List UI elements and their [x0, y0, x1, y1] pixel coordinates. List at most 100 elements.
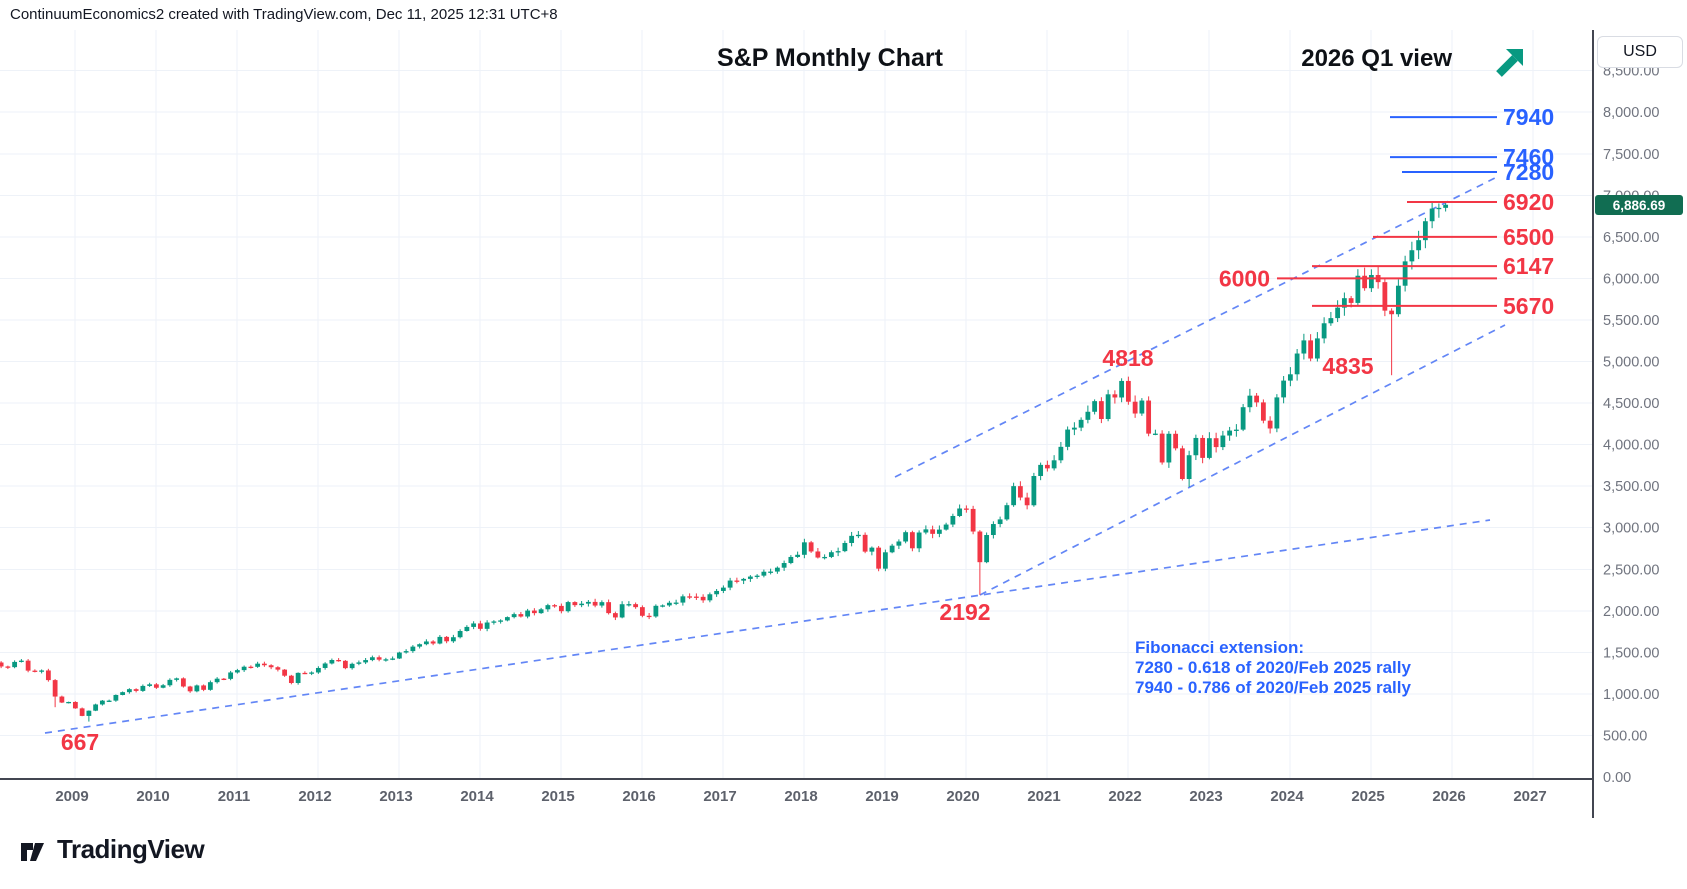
price-tick-0[interactable]: 0.00 — [1603, 770, 1631, 786]
year-tick-2017[interactable]: 2017 — [703, 788, 736, 805]
currency-usd-button[interactable]: USD — [1597, 36, 1683, 68]
candle-body — [828, 552, 834, 557]
candle-body — [410, 646, 416, 652]
price-tick-5000[interactable]: 5,000.00 — [1603, 355, 1659, 371]
year-tick-2021[interactable]: 2021 — [1027, 788, 1060, 805]
level-label-6500[interactable]: 6500 — [1503, 224, 1554, 250]
candle-body — [1395, 285, 1401, 315]
candle-body — [39, 670, 45, 672]
candle-body — [1193, 437, 1199, 456]
year-tick-2015[interactable]: 2015 — [541, 788, 574, 805]
candle-body — [950, 515, 956, 525]
level-label-6000[interactable]: 6000 — [1219, 265, 1270, 291]
candle-body — [1294, 353, 1300, 375]
year-tick-2026[interactable]: 2026 — [1432, 788, 1465, 805]
price-tick-500[interactable]: 500.00 — [1603, 728, 1647, 744]
candle-body — [511, 614, 517, 618]
year-tick-2016[interactable]: 2016 — [622, 788, 655, 805]
year-tick-2011[interactable]: 2011 — [218, 788, 251, 805]
level-label-6147[interactable]: 6147 — [1503, 253, 1554, 279]
candle-body — [680, 596, 686, 603]
year-tick-2020[interactable]: 2020 — [946, 788, 979, 805]
candle-body — [761, 571, 767, 576]
year-tick-2013[interactable]: 2013 — [379, 788, 412, 805]
swing-label-4835[interactable]: 4835 — [1322, 353, 1373, 379]
year-tick-2027[interactable]: 2027 — [1513, 788, 1546, 805]
year-tick-2012[interactable]: 2012 — [298, 788, 331, 805]
tradingview-logo[interactable]: TradingView — [18, 834, 205, 865]
candle-body — [869, 547, 875, 552]
candle-body — [167, 679, 173, 686]
year-tick-2014[interactable]: 2014 — [460, 788, 494, 805]
year-tick-2010[interactable]: 2010 — [136, 788, 169, 805]
price-tick-7500[interactable]: 7,500.00 — [1603, 147, 1659, 163]
year-tick-2009[interactable]: 2009 — [55, 788, 88, 805]
swing-label-4818[interactable]: 4818 — [1102, 345, 1153, 371]
year-tick-2022[interactable]: 2022 — [1108, 788, 1141, 805]
candle-body — [1031, 476, 1037, 506]
year-tick-2024[interactable]: 2024 — [1270, 788, 1304, 805]
candle-body — [1355, 275, 1361, 303]
candle-body — [1044, 464, 1050, 469]
level-label-5670[interactable]: 5670 — [1503, 293, 1554, 319]
candle-body — [1422, 221, 1428, 241]
level-label-6920[interactable]: 6920 — [1503, 189, 1554, 215]
fibonacci-note[interactable]: Fibonacci extension: 7280 - 0.618 of 202… — [1135, 638, 1411, 698]
candle-body — [1308, 340, 1314, 359]
trendline-upper-channel[interactable] — [894, 176, 1498, 478]
price-tick-1000[interactable]: 1,000.00 — [1603, 687, 1659, 703]
candle-body — [808, 542, 814, 552]
axes: 0.00 500.00 1,000.00 1,500.00 2,000.00 2,500.… — [0, 30, 1659, 818]
price-tick-4500[interactable]: 4,500.00 — [1603, 396, 1659, 412]
attribution-text: ContinuumEconomics2 created with Trading… — [10, 6, 558, 23]
price-tick-3000[interactable]: 3,000.00 — [1603, 521, 1659, 537]
candle-body — [1233, 429, 1239, 431]
candle-body — [700, 596, 706, 601]
price-tick-2500[interactable]: 2,500.00 — [1603, 562, 1659, 578]
price-tick-3500[interactable]: 3,500.00 — [1603, 479, 1659, 495]
price-tick-6500[interactable]: 6,500.00 — [1603, 230, 1659, 246]
trendline-long-term-support[interactable] — [44, 519, 1491, 734]
price-tick-5500[interactable]: 5,500.00 — [1603, 313, 1659, 329]
candle-body — [52, 680, 58, 697]
candle-body — [268, 665, 274, 668]
candle-body — [25, 660, 31, 671]
candle-body — [403, 651, 409, 653]
candle-body — [0, 662, 4, 667]
year-tick-2019[interactable]: 2019 — [865, 788, 898, 805]
candle-body — [491, 621, 497, 623]
candle-body — [909, 532, 915, 549]
chart-title[interactable]: S&P Monthly Chart — [717, 44, 943, 72]
level-label-7940[interactable]: 7940 — [1503, 104, 1554, 130]
candle-body — [1281, 380, 1287, 398]
candle-body — [1416, 240, 1422, 251]
year-tick-2023[interactable]: 2023 — [1189, 788, 1222, 805]
candle-body — [261, 663, 267, 666]
price-tick-4000[interactable]: 4,000.00 — [1603, 438, 1659, 454]
year-tick-2018[interactable]: 2018 — [784, 788, 817, 805]
candle-body — [727, 580, 733, 588]
up-right-arrow-icon[interactable] — [1492, 44, 1528, 80]
candle-body — [32, 670, 38, 672]
fibonacci-note-line2: 7940 - 0.786 of 2020/Feb 2025 rally — [1135, 678, 1411, 697]
candle-body — [1125, 380, 1131, 402]
swing-label-667[interactable]: 667 — [61, 729, 99, 755]
candle-body — [734, 580, 740, 582]
level-label-7460[interactable]: 7460 — [1503, 144, 1554, 170]
swing-label-2192[interactable]: 2192 — [939, 599, 990, 625]
candle-body — [147, 684, 153, 686]
price-tick-6000[interactable]: 6,000.00 — [1603, 271, 1659, 287]
price-tick-2000[interactable]: 2,000.00 — [1603, 604, 1659, 620]
level-label-7280[interactable]: 7280 — [1503, 159, 1554, 185]
price-tick-8000[interactable]: 8,000.00 — [1603, 105, 1659, 121]
candle-body — [1287, 374, 1293, 381]
candle-body — [315, 667, 321, 673]
year-tick-2025[interactable]: 2025 — [1351, 788, 1384, 805]
chart-subtitle[interactable]: 2026 Q1 view — [1301, 45, 1452, 72]
candle-body — [774, 567, 780, 572]
price-tick-1500[interactable]: 1,500.00 — [1603, 645, 1659, 661]
candle-body — [72, 701, 78, 709]
candle-body — [383, 659, 389, 661]
candle-body — [1206, 438, 1212, 458]
candle-body — [356, 662, 362, 664]
